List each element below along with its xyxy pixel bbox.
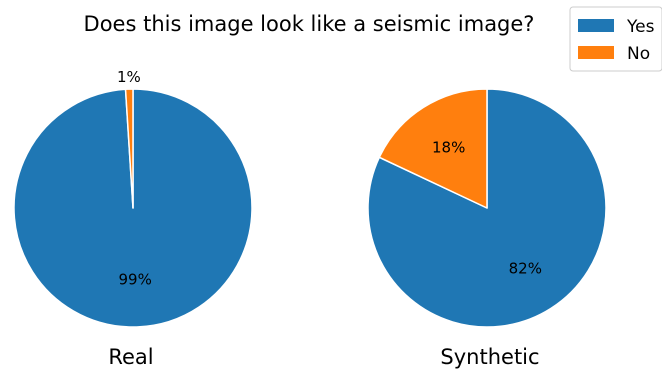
pie-chart-real: 99% 1% (13, 68, 253, 328)
pie-label-yes-synthetic: 82% (509, 259, 542, 277)
pie-label-synthetic: Synthetic (440, 345, 539, 369)
pie-label-real: Real (108, 345, 153, 369)
chart-title: Does this image look like a seismic imag… (84, 12, 535, 36)
pie-label-no-real: 1% (117, 68, 141, 86)
legend-swatch-no (578, 46, 614, 59)
legend-label-no: No (627, 44, 650, 64)
pie-slice-yes-synthetic (367, 88, 607, 328)
legend-label-yes: Yes (626, 17, 655, 37)
pie-label-yes-real: 99% (119, 270, 152, 288)
pie-slice-no-real (124, 88, 134, 209)
legend-swatch-yes (578, 19, 614, 32)
legend: Yes No (569, 6, 662, 72)
pie-label-no-synthetic: 18% (432, 139, 465, 157)
pie-slice-no-synthetic (378, 88, 488, 209)
pie-chart-synthetic: 82% 18% (367, 88, 607, 328)
